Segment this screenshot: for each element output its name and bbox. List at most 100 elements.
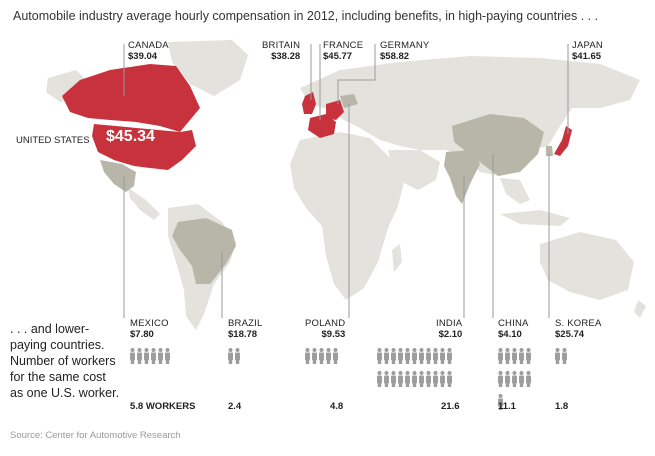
worker-icon <box>426 348 431 364</box>
worker-icon <box>319 348 324 364</box>
country-name: MEXICO <box>130 318 169 329</box>
worker-icon <box>384 371 389 387</box>
workers-brazil: 2.4 <box>228 401 242 412</box>
united-states-value: $45.34 <box>106 128 155 145</box>
madagascar-land <box>392 244 402 272</box>
country-value: $7.80 <box>130 329 154 340</box>
worker-icon <box>130 348 135 364</box>
france-shape <box>308 114 336 138</box>
label-mexico: MEXICO $7.80 <box>130 318 169 340</box>
worker-icon <box>158 348 163 364</box>
lower-paying-note: . . . and lower-paying countries. Number… <box>10 322 120 400</box>
worker-icon <box>405 348 410 364</box>
germany-shape <box>326 100 344 120</box>
worker-icon <box>377 371 382 387</box>
worker-icon <box>398 348 403 364</box>
country-name: BRAZIL <box>228 318 263 329</box>
country-value: $2.10 <box>438 329 463 340</box>
worker-icon <box>391 371 396 387</box>
country-value: $58.82 <box>380 51 410 62</box>
country-name: S. KOREA <box>555 318 602 329</box>
label-britain: BRITAIN $38.28 <box>262 40 300 62</box>
workers-india: 21.6 <box>441 401 460 412</box>
worker-icon <box>398 371 403 387</box>
country-name: CHINA <box>498 318 529 329</box>
worker-icon <box>512 371 517 387</box>
worker-icon <box>519 348 524 364</box>
worker-icon <box>235 348 240 364</box>
brazil-shape <box>172 218 236 284</box>
worker-icon <box>505 348 510 364</box>
south-korea-shape <box>546 146 553 156</box>
worker-icon <box>144 348 149 364</box>
worker-icon <box>426 371 431 387</box>
country-name: INDIA <box>436 318 463 329</box>
country-name: BRITAIN <box>262 40 301 51</box>
canada-shape <box>62 64 200 132</box>
worker-icon <box>555 348 560 364</box>
worker-icon <box>498 371 503 387</box>
lower-paying-countries <box>100 94 553 284</box>
worker-icon <box>391 348 396 364</box>
leader-lines <box>123 44 569 318</box>
worker-icon <box>419 371 424 387</box>
country-value: $39.04 <box>128 51 158 62</box>
central-america-land <box>128 188 160 220</box>
workers-mexico: 5.8 WORKERS <box>130 401 196 412</box>
worker-icon <box>433 371 438 387</box>
poland-shape <box>340 94 358 108</box>
worker-icon <box>447 348 452 364</box>
label-france: FRANCE $45.77 <box>323 40 363 62</box>
mexico-shape <box>100 160 136 192</box>
worker-icon <box>505 371 510 387</box>
worker-icon <box>526 348 531 364</box>
country-name: GERMANY <box>380 40 430 51</box>
workers-china: 11.1 <box>498 401 516 412</box>
worker-icon <box>305 348 310 364</box>
india-shape <box>444 150 480 204</box>
worker-icon <box>512 348 517 364</box>
country-name: JAPAN <box>572 40 603 51</box>
country-value: $4.10 <box>498 329 522 340</box>
country-value: $45.77 <box>323 51 353 62</box>
label-china: CHINA $4.10 <box>498 318 529 340</box>
country-value: $9.53 <box>321 329 346 340</box>
worker-icons <box>130 348 567 410</box>
label-canada: CANADA $39.04 <box>128 40 169 62</box>
country-value: $41.65 <box>572 51 602 62</box>
australia-land <box>540 232 634 300</box>
united-states-name: UNITED STATES <box>16 135 90 146</box>
worker-icon <box>498 394 503 410</box>
united-states-shape <box>92 124 196 170</box>
worker-icon <box>405 371 410 387</box>
china-shape <box>452 114 544 176</box>
greenland-land <box>168 40 248 96</box>
worker-icon <box>440 371 445 387</box>
worker-icon <box>384 348 389 364</box>
germany-leader <box>337 44 376 104</box>
worker-icon <box>526 371 531 387</box>
worker-icon <box>326 348 331 364</box>
worker-icon <box>151 348 156 364</box>
label-s-korea: S. KOREA $25.74 <box>555 318 601 340</box>
high-paying-countries <box>62 64 572 170</box>
country-value: $25.74 <box>555 329 585 340</box>
new-zealand-land <box>634 300 646 318</box>
worker-icon <box>440 348 445 364</box>
worker-icon <box>433 348 438 364</box>
label-brazil: BRAZIL $18.78 <box>228 318 262 340</box>
worker-icon <box>498 348 503 364</box>
country-name: CANADA <box>128 40 169 51</box>
country-value: $38.28 <box>271 51 301 62</box>
eurasia-land <box>300 56 640 176</box>
country-name: FRANCE <box>323 40 364 51</box>
worker-icon <box>333 348 338 364</box>
label-germany: GERMANY $58.82 <box>380 40 429 62</box>
worker-icon <box>137 348 142 364</box>
worker-icon <box>562 348 567 364</box>
britain-shape <box>302 92 316 114</box>
workers-s-korea: 1.8 <box>555 401 569 412</box>
label-india: INDIA $2.10 <box>436 318 462 340</box>
southeast-asia-land <box>500 178 530 204</box>
